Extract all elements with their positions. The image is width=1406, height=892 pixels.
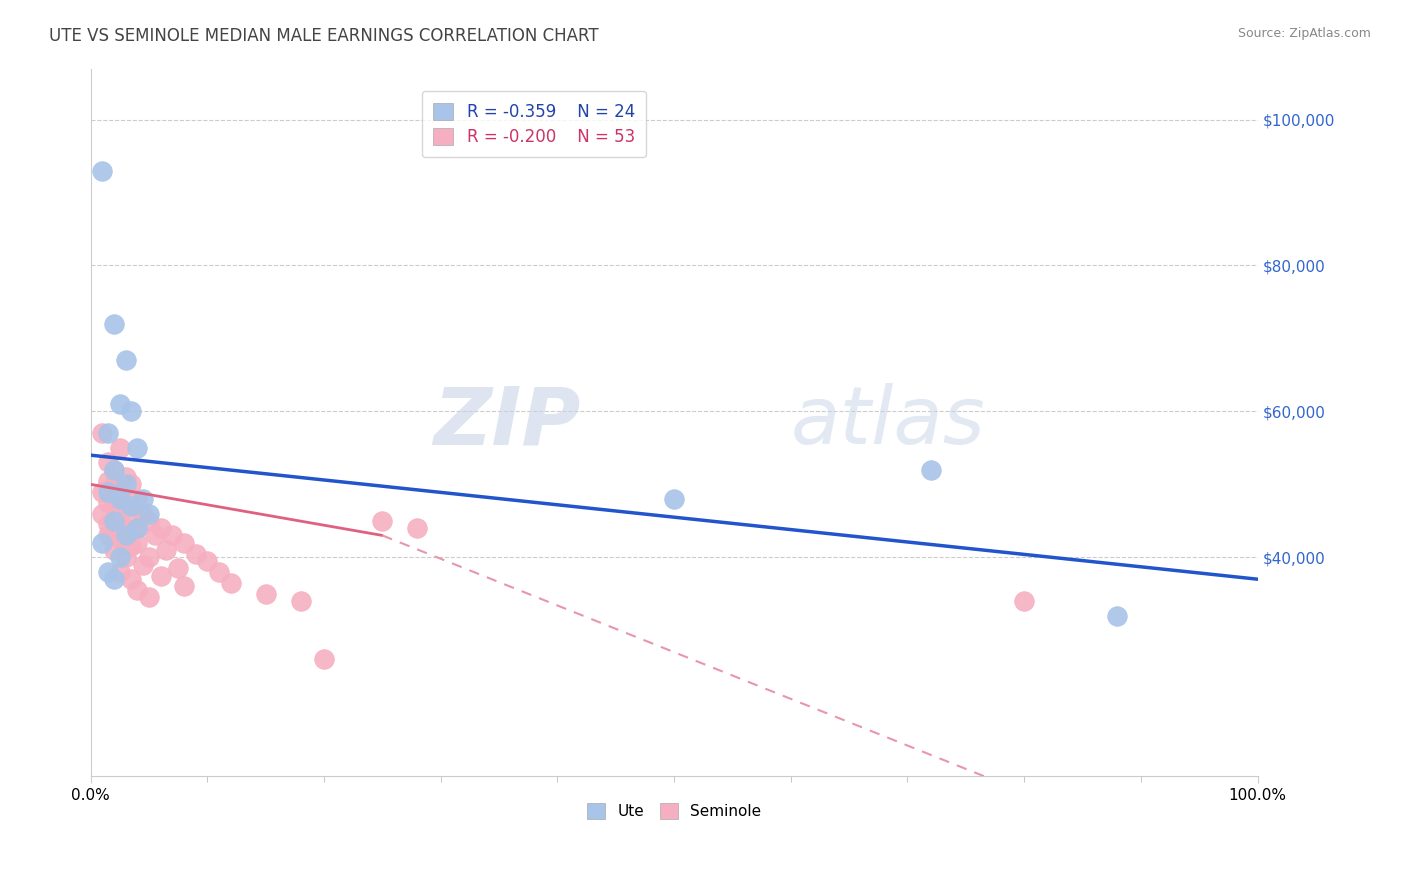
Point [103,543,125,558]
Point [114,353,136,368]
Point [103,521,125,535]
Point [91,163,114,178]
Point [103,317,125,331]
Point [108,514,131,528]
Point [173,535,195,549]
Point [114,524,136,539]
Point [120,500,142,514]
Point [97,517,120,532]
Point [108,397,131,411]
Point [91,426,114,441]
Point [108,532,131,546]
Point [103,572,125,586]
Point [195,554,218,568]
Text: atlas: atlas [790,384,986,461]
Point [127,521,149,535]
Point [91,535,114,549]
Point [312,652,335,666]
Point [108,550,131,565]
Text: ZIP: ZIP [433,384,581,461]
Point [120,510,142,524]
Point [127,535,149,549]
Point [103,500,125,514]
Point [138,507,160,521]
Point [132,507,155,521]
Point [91,507,114,521]
Point [138,514,160,528]
Point [406,521,429,535]
Point [120,572,142,586]
Point [97,565,120,579]
Legend: Ute, Seminole: Ute, Seminole [581,797,768,825]
Point [103,463,125,477]
Point [127,441,149,455]
Point [127,521,149,535]
Point [114,470,136,484]
Point [371,514,394,528]
Point [1107,608,1129,623]
Point [108,441,131,455]
Point [108,491,131,506]
Point [97,426,120,441]
Point [138,591,160,605]
Point [114,500,136,514]
Point [173,580,195,594]
Point [97,455,120,469]
Point [108,484,131,499]
Point [155,543,177,558]
Point [132,558,155,572]
Text: Source: ZipAtlas.com: Source: ZipAtlas.com [1237,27,1371,40]
Point [662,491,685,506]
Point [120,477,142,491]
Point [91,484,114,499]
Point [114,550,136,565]
Point [1012,594,1035,608]
Point [103,463,125,477]
Point [97,528,120,542]
Point [103,514,125,528]
Point [108,565,131,579]
Point [143,528,166,542]
Point [920,463,942,477]
Point [208,565,231,579]
Point [120,540,142,554]
Point [97,484,120,499]
Point [103,477,125,491]
Point [184,547,207,561]
Point [97,495,120,509]
Point [162,528,184,542]
Point [254,587,277,601]
Point [290,594,312,608]
Point [149,521,172,535]
Point [114,477,136,491]
Point [97,474,120,488]
Point [138,550,160,565]
Point [120,404,142,418]
Point [132,491,155,506]
Point [149,568,172,582]
Text: UTE VS SEMINOLE MEDIAN MALE EARNINGS CORRELATION CHART: UTE VS SEMINOLE MEDIAN MALE EARNINGS COR… [49,27,599,45]
Point [167,561,190,575]
Point [219,575,242,590]
Point [114,528,136,542]
Point [127,583,149,598]
Point [127,491,149,506]
